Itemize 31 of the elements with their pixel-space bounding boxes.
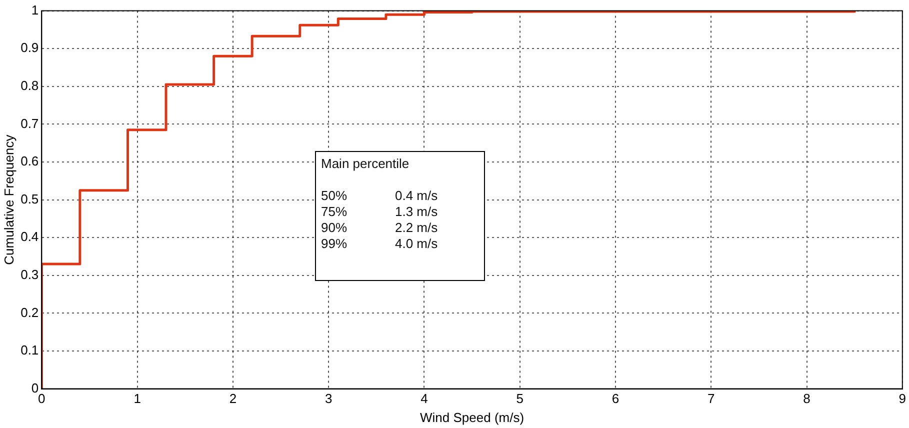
y-tick-label: 0.5: [20, 191, 39, 206]
y-tick-label: 0.9: [20, 40, 39, 56]
x-tick-label: 4: [420, 391, 428, 406]
x-tick-label: 6: [612, 391, 620, 406]
x-axis-title: Wind Speed (m/s): [420, 410, 524, 425]
annotation: 4.0 m/s: [395, 236, 438, 252]
annotation: 99%: [321, 236, 348, 252]
annotation: 75%: [321, 204, 348, 220]
x-tick-label: 1: [134, 391, 141, 406]
y-tick-label: 0: [31, 380, 39, 396]
annotation: 1.3 m/s: [395, 204, 438, 220]
annotation: 0.4 m/s: [395, 188, 438, 204]
y-tick-label: 0.1: [20, 342, 39, 358]
x-tick-label: 9: [898, 391, 906, 406]
y-tick-label: 0.4: [20, 229, 39, 244]
y-axis-title: Cumulative Frequency: [1, 134, 16, 265]
x-tick-label: 3: [324, 391, 332, 406]
y-tick-label: 0.3: [20, 266, 39, 282]
y-tick-label: 0.8: [20, 78, 39, 93]
x-tick-label: 8: [803, 391, 810, 406]
x-tick-label: 5: [516, 391, 524, 406]
y-tick-label: 0.6: [20, 154, 39, 169]
x-tick-label: 7: [708, 391, 715, 406]
annotation: 2.2 m/s: [395, 220, 438, 236]
annotation: 90%: [321, 220, 348, 236]
y-tick-label: 0.2: [20, 304, 39, 320]
x-tick-label: 2: [229, 391, 237, 406]
y-tick-label: 0.7: [20, 116, 39, 131]
y-tick-label: 1: [31, 2, 39, 18]
annotation: 50%: [321, 188, 348, 204]
annotation: Main percentile: [321, 156, 410, 172]
